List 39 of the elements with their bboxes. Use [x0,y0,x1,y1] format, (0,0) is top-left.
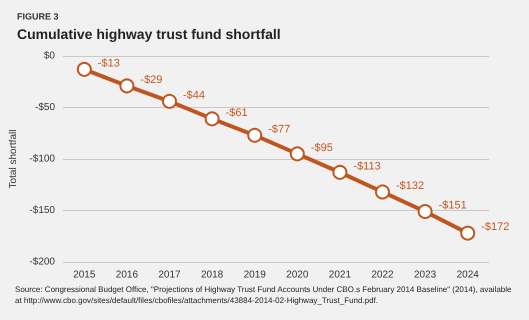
x-tick-label: 2020 [286,270,309,280]
data-label: -$172 [481,221,510,234]
x-tick-label: 2024 [456,270,480,280]
x-tick-label: 2022 [371,270,394,280]
y-tick-label: -$100 [29,154,56,164]
data-label: -$151 [438,200,467,212]
x-tick-label: 2021 [328,270,352,280]
point [247,128,262,143]
data-label: -$113 [353,160,381,172]
point [418,204,433,220]
y-tick-label: -$150 [29,205,56,216]
x-tick-label: 2019 [244,270,266,280]
x-tick-label: 2018 [200,270,224,280]
chart-subtitle: FIGURE 3 [17,12,59,22]
data-label: -$44 [183,89,206,102]
chart-title: Cumulative highway trust fund shortfall [17,26,281,42]
point [375,184,390,200]
point [162,94,177,109]
point [460,226,476,241]
point [76,62,92,77]
x-tick-label: 2017 [158,270,182,280]
x-tick-label: 2023 [414,270,437,280]
point [290,146,305,162]
y-tick-label: $0 [44,50,56,62]
data-label: -$13 [98,57,120,70]
x-tick-label: 2016 [116,270,138,280]
point [332,164,348,180]
data-label: -$95 [310,142,333,154]
data-label: -$29 [140,74,162,86]
x-tick-label: 2015 [73,270,96,280]
source-note: Source: Congressional Budget Office, "Projections of Highway Trust Fund Accounts Under CBO.s February 2014 Baseline" (2014), available at http://www.cbo.gov/sites/default/files/cbofiles/attachments/43884-2014-02-Highway_Trust_Fund.pdf. [15,285,514,305]
data-label: -$77 [268,123,290,136]
y-tick-label: -$200 [29,256,56,268]
data-label: -$61 [226,106,248,119]
y-tick-label: -$50 [34,102,56,113]
y-axis-title: Total shortfall [8,130,20,188]
data-label: -$132 [396,180,424,192]
point [119,78,134,94]
point [204,111,220,126]
